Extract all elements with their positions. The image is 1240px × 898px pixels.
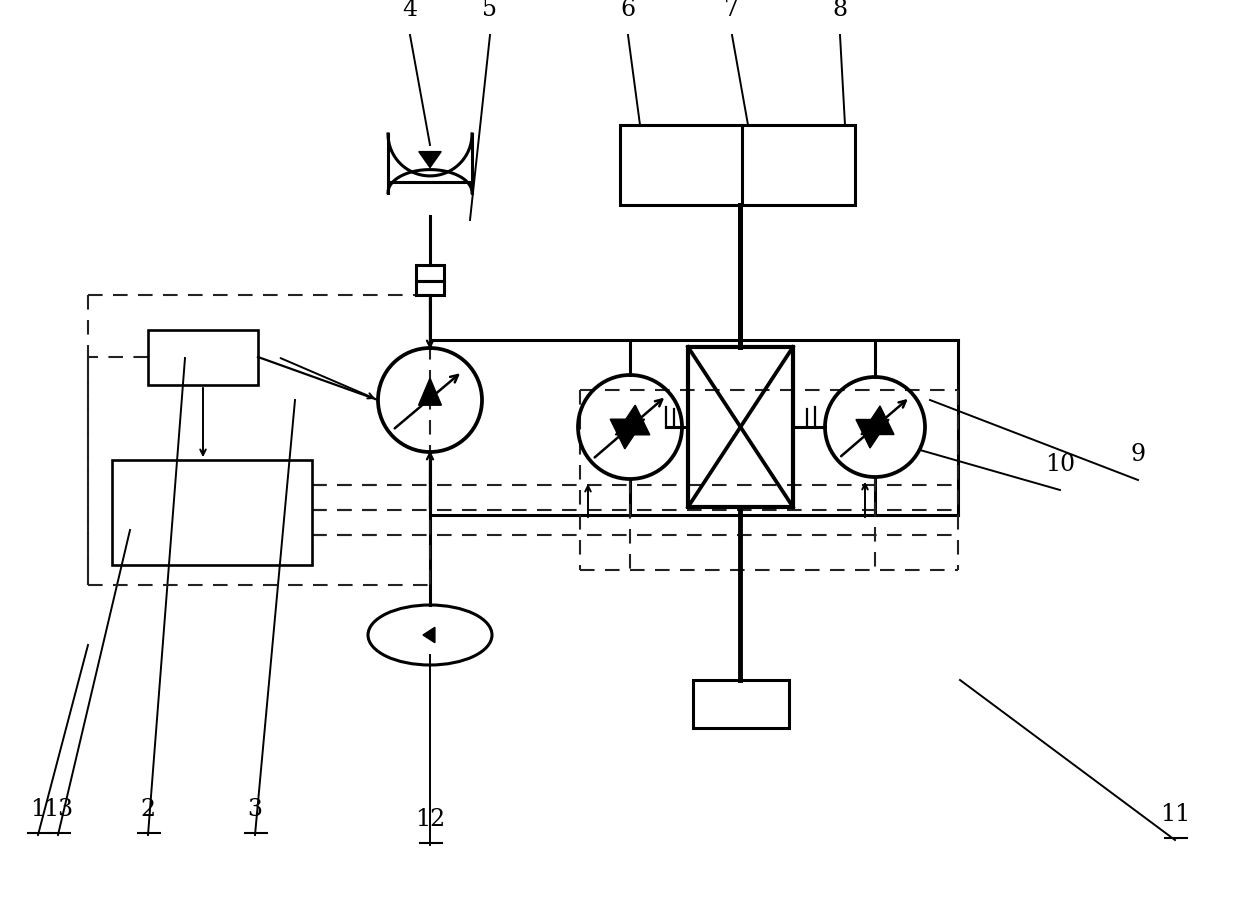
Text: 9: 9 bbox=[1131, 443, 1146, 466]
Text: 5: 5 bbox=[482, 0, 497, 21]
Text: 11: 11 bbox=[1159, 803, 1190, 826]
Text: 3: 3 bbox=[248, 798, 263, 821]
Bar bbox=[688, 347, 794, 507]
Text: 8: 8 bbox=[832, 0, 848, 21]
Text: 1: 1 bbox=[31, 798, 46, 821]
Bar bbox=[415, 265, 444, 281]
Text: 10: 10 bbox=[1045, 453, 1075, 476]
Bar bbox=[620, 125, 856, 205]
Text: 4: 4 bbox=[403, 0, 418, 21]
Text: 2: 2 bbox=[140, 798, 155, 821]
Bar bbox=[415, 281, 444, 295]
Bar bbox=[693, 680, 789, 728]
Text: 7: 7 bbox=[724, 0, 739, 21]
Polygon shape bbox=[856, 419, 889, 448]
Polygon shape bbox=[423, 628, 435, 643]
Text: 6: 6 bbox=[620, 0, 636, 21]
Polygon shape bbox=[610, 419, 645, 449]
Text: 12: 12 bbox=[415, 808, 445, 831]
Polygon shape bbox=[419, 152, 441, 168]
Polygon shape bbox=[419, 378, 441, 405]
Bar bbox=[112, 460, 312, 565]
Bar bbox=[148, 330, 258, 385]
Polygon shape bbox=[861, 406, 894, 435]
Polygon shape bbox=[615, 405, 650, 435]
Text: 13: 13 bbox=[43, 798, 73, 821]
